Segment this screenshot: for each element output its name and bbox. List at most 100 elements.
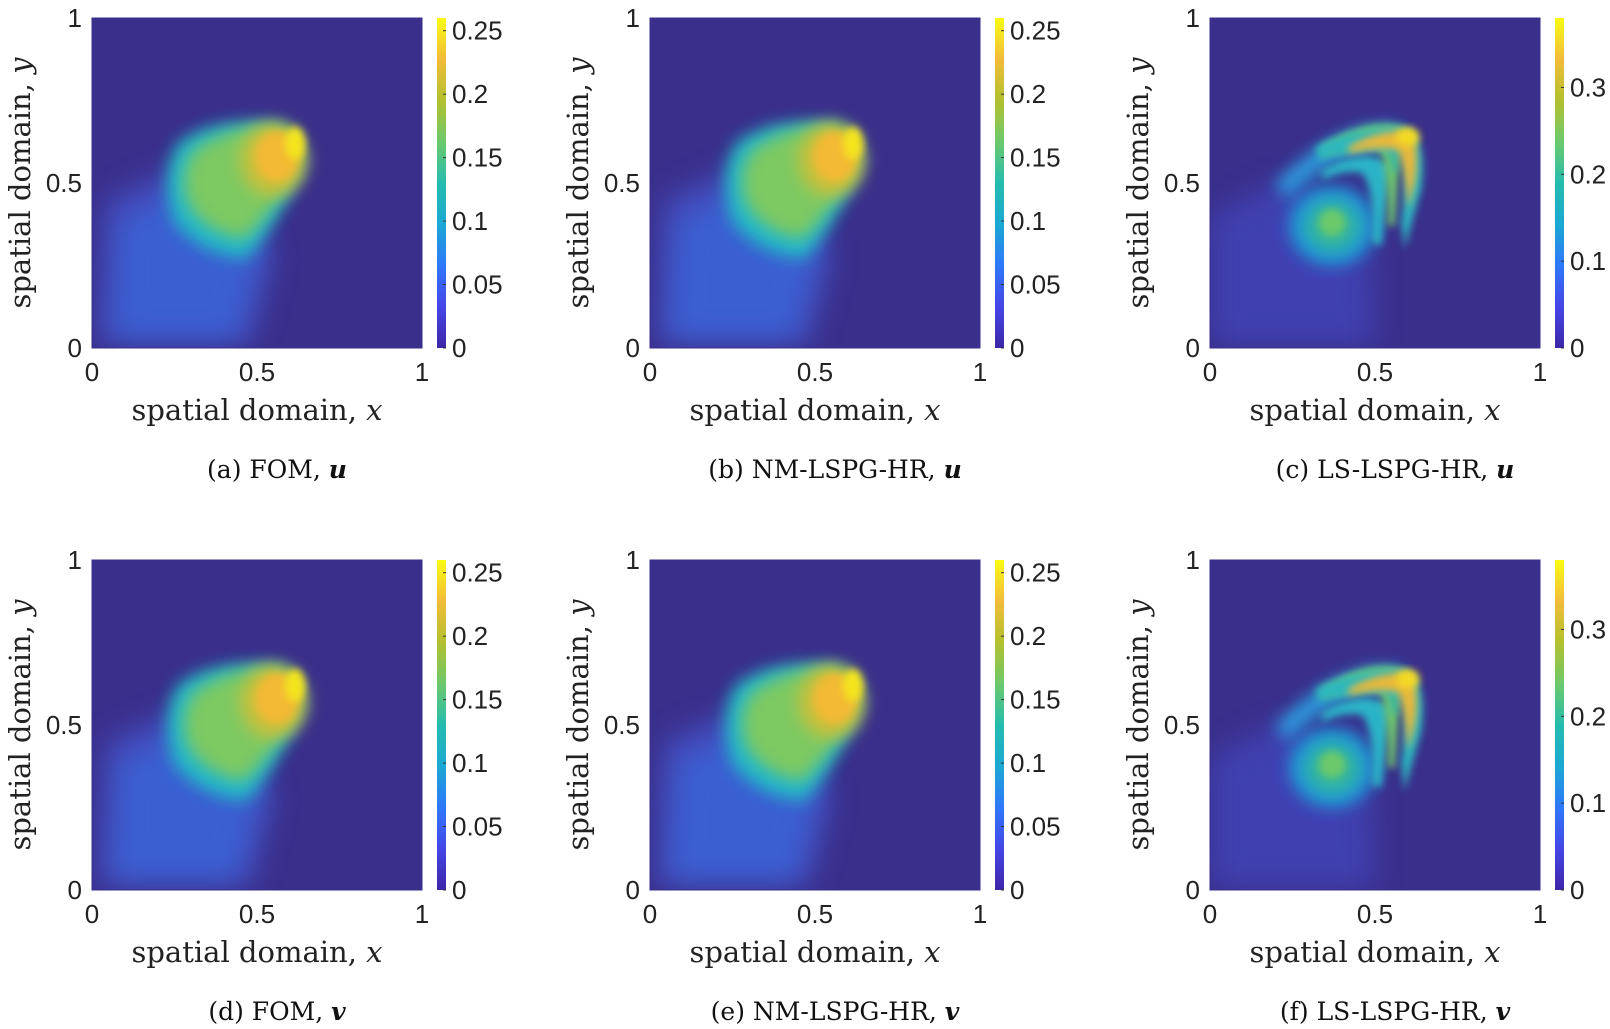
y-tick-label: 0.5 [1164, 168, 1200, 198]
colorbar-tick-label: 0.1 [1570, 246, 1606, 276]
y-tick-label: 1 [1186, 545, 1200, 575]
x-axis-label-text: spatial domain, [689, 393, 924, 427]
colorbar [995, 18, 1004, 348]
colorbar [995, 560, 1004, 890]
x-tick-label: 0.5 [797, 899, 833, 929]
x-axis-label: spatial domain, x [131, 935, 382, 969]
caption-text: (c) LS-LSPG-HR, [1276, 455, 1497, 484]
x-tick-label: 0.5 [797, 357, 833, 387]
y-tick-label: 0 [1186, 875, 1200, 905]
x-tick-label: 0.5 [239, 357, 275, 387]
y-tick-label: 1 [68, 3, 82, 33]
colorbar-tick-label: 0.05 [1010, 812, 1061, 842]
colorbar-tick-label: 0 [1570, 333, 1584, 363]
y-tick-label: 1 [626, 545, 640, 575]
x-tick-label: 0 [1203, 357, 1217, 387]
colorbar-tick-label: 0 [1010, 875, 1024, 905]
x-tick-label: 0 [643, 357, 657, 387]
x-tick-label: 0 [643, 899, 657, 929]
y-axis-label-text: spatial domain, [561, 74, 595, 309]
y-tick-label: 0.5 [46, 168, 82, 198]
colorbar-tick-label: 0.15 [452, 685, 503, 715]
colorbar-tick-label: 0.15 [452, 143, 503, 173]
x-tick-label: 0 [1203, 899, 1217, 929]
caption-variable: v [945, 997, 960, 1026]
plot-area-frame [649, 17, 981, 349]
plot-area-frame [91, 17, 423, 349]
y-axis-variable: y [561, 57, 595, 76]
y-tick-label: 0 [626, 875, 640, 905]
colorbar-tick-label: 0.1 [452, 748, 488, 778]
caption-variable: v [331, 997, 346, 1026]
y-axis-variable: y [1121, 57, 1155, 76]
x-axis-variable: x [366, 935, 382, 969]
colorbar-tick-label: 0.2 [1570, 701, 1606, 731]
y-axis-label: spatial domain, y [561, 599, 595, 851]
heatmap-field-b [650, 18, 980, 348]
y-axis-variable: y [561, 599, 595, 618]
colorbar-tick-label: 0 [452, 333, 466, 363]
colorbar [1555, 18, 1564, 348]
caption-variable: v [1496, 997, 1511, 1026]
x-axis-label: spatial domain, x [689, 393, 940, 427]
x-tick-label: 1 [1533, 899, 1547, 929]
colorbar-tick-label: 0 [452, 875, 466, 905]
colorbar-tick-label: 0.15 [1010, 685, 1061, 715]
y-tick-label: 0.5 [604, 710, 640, 740]
y-axis-label-text: spatial domain, [561, 616, 595, 851]
x-axis-variable: x [924, 935, 940, 969]
plot-area-frame [91, 559, 423, 891]
colorbar-tick-label: 0.25 [1010, 16, 1061, 46]
subplot-caption: (c) LS-LSPG-HR, u [1276, 455, 1515, 484]
y-axis-variable: y [1121, 599, 1155, 618]
y-tick-label: 0.5 [46, 710, 82, 740]
subplot-caption: (f) LS-LSPG-HR, v [1280, 997, 1511, 1026]
colorbar-tick-label: 0.2 [1010, 79, 1046, 109]
heatmap-field-c [1210, 18, 1540, 348]
y-axis-label: spatial domain, y [1121, 57, 1155, 309]
x-tick-label: 0.5 [1357, 899, 1393, 929]
x-tick-label: 1 [1533, 357, 1547, 387]
colorbar-tick-label: 0 [1010, 333, 1024, 363]
y-tick-label: 1 [68, 545, 82, 575]
colorbar-tick-label: 0.2 [452, 79, 488, 109]
y-tick-label: 1 [626, 3, 640, 33]
colorbar-tick-label: 0 [1570, 875, 1584, 905]
colorbar-tick-label: 0.05 [452, 270, 503, 300]
subplot-caption: (e) NM-LSPG-HR, v [711, 997, 960, 1026]
caption-text: (b) NM-LSPG-HR, [708, 455, 943, 484]
x-tick-label: 0.5 [239, 899, 275, 929]
y-axis-variable: y [3, 599, 37, 618]
plot-area-frame [1209, 17, 1541, 349]
y-axis-label-text: spatial domain, [1121, 616, 1155, 851]
subplot-caption: (b) NM-LSPG-HR, u [708, 455, 962, 484]
colorbar-tick-label: 0.1 [1570, 788, 1606, 818]
caption-text: (e) NM-LSPG-HR, [711, 997, 945, 1026]
y-tick-label: 0.5 [1164, 710, 1200, 740]
colorbar-tick-label: 0.2 [452, 621, 488, 651]
y-tick-label: 1 [1186, 3, 1200, 33]
x-axis-variable: x [924, 393, 940, 427]
y-tick-label: 0.5 [604, 168, 640, 198]
colorbar-tick-label: 0.3 [1570, 614, 1606, 644]
colorbar [1555, 560, 1564, 890]
x-tick-label: 1 [973, 899, 987, 929]
y-axis-label: spatial domain, y [3, 57, 37, 309]
colorbar-tick-label: 0.15 [1010, 143, 1061, 173]
caption-text: (a) FOM, [207, 455, 329, 484]
x-tick-label: 0 [85, 899, 99, 929]
x-axis-label-text: spatial domain, [131, 935, 366, 969]
x-axis-label: spatial domain, x [131, 393, 382, 427]
colorbar-tick-label: 0.25 [1010, 558, 1061, 588]
caption-variable: u [944, 455, 962, 484]
plot-area-frame [1209, 559, 1541, 891]
x-axis-label-text: spatial domain, [1249, 393, 1484, 427]
caption-text: (d) FOM, [208, 997, 331, 1026]
heatmap-field-a [92, 18, 422, 348]
heatmap-field-e [650, 560, 980, 890]
y-tick-label: 0 [68, 333, 82, 363]
